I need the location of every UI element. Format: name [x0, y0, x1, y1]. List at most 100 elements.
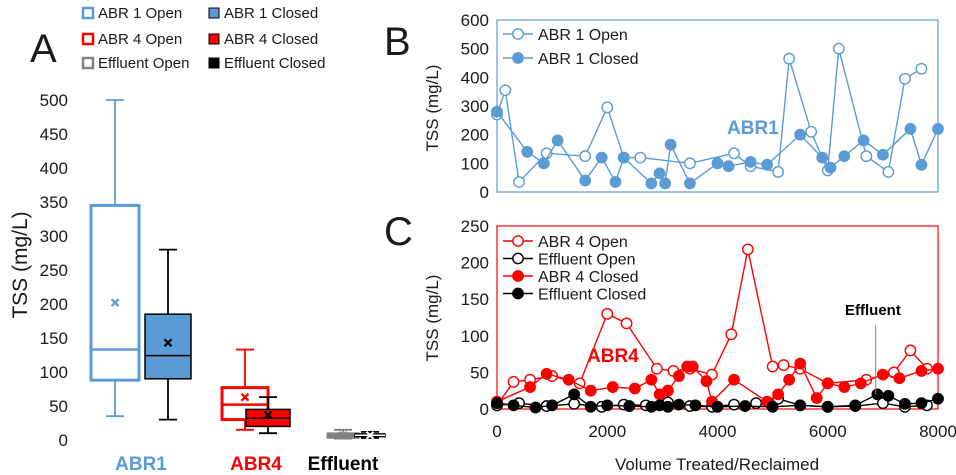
data-point: [579, 150, 592, 163]
data-point: [932, 392, 944, 405]
data-point: [645, 177, 658, 190]
mean-marker: [263, 410, 273, 420]
box-iqr: [144, 313, 192, 380]
data-point: [684, 177, 696, 190]
legend-swatch: [81, 32, 95, 46]
data-point: [816, 151, 829, 164]
mean-marker: [240, 392, 250, 402]
data-point: [783, 373, 796, 386]
data-point: [529, 401, 542, 414]
data-point: [849, 399, 862, 412]
series-line: [496, 111, 939, 186]
data-point: [689, 399, 702, 412]
data-point: [832, 42, 845, 55]
data-point: [568, 388, 581, 401]
y-tick-label: 0: [480, 400, 489, 419]
y-tick-label: 0: [480, 183, 489, 202]
y-tick-label: 600: [461, 11, 489, 30]
data-point: [882, 166, 895, 178]
series-annotation: Effluent: [845, 302, 901, 319]
data-point: [915, 158, 928, 171]
data-point: [838, 150, 851, 163]
data-point: [499, 84, 512, 97]
series-line: [496, 48, 922, 184]
data-point: [609, 176, 622, 188]
y-tick-label: 450: [40, 125, 68, 144]
data-point: [860, 150, 873, 163]
data-point: [540, 367, 553, 380]
y-tick-label: 300: [40, 227, 68, 246]
y-tick-label: 200: [461, 126, 489, 145]
legend-marker: [512, 28, 524, 40]
category-label: ABR4: [230, 454, 282, 475]
data-point: [491, 397, 503, 410]
data-point: [810, 392, 823, 404]
data-point: [772, 166, 785, 178]
panel-a-plot: 0 50 100 150 200 250 300 350 400 450 500 ABR1 ABR4 Ef…: [40, 91, 386, 475]
data-point: [876, 148, 889, 161]
data-point: [728, 373, 740, 386]
data-point: [661, 384, 674, 397]
category-label: Effluent: [308, 454, 379, 475]
data-point: [744, 155, 757, 168]
data-point: [766, 400, 779, 413]
data-point: [777, 359, 790, 371]
data-point: [899, 72, 911, 85]
data-point: [904, 123, 917, 135]
data-point: [664, 138, 677, 151]
panel-a-y-axis-label: TSS (mg/L): [9, 211, 32, 318]
data-point: [623, 400, 636, 412]
panel-a-legend: ABR 1 Open ABR 1 Closed ABR 4 Open ABR 4 Cl…: [81, 5, 325, 72]
data-point: [783, 52, 796, 65]
legend-label: ABR 1 Closed: [538, 51, 639, 68]
x-tick-label: 2000: [588, 422, 626, 441]
data-point: [491, 105, 503, 118]
data-point: [686, 360, 699, 373]
y-tick-label: 100: [461, 154, 489, 173]
data-point: [725, 328, 738, 341]
data-point: [741, 243, 754, 256]
data-point: [722, 160, 735, 173]
mean-marker: [365, 430, 375, 440]
data-point: [838, 381, 851, 393]
data-point: [932, 362, 944, 375]
legend-swatch: [81, 56, 95, 70]
mean-marker: [110, 298, 120, 307]
data-point: [620, 317, 633, 330]
legend-swatch: [208, 7, 220, 19]
data-point: [932, 123, 944, 135]
legend-marker: [512, 52, 524, 64]
data-point: [794, 128, 807, 141]
data-point: [915, 62, 928, 75]
panel-c-plot: 0 50 100 150 200 250 0 2000 4000 6000 8000 ABR 4 Op…: [461, 217, 956, 441]
data-point: [521, 145, 534, 158]
data-point: [634, 151, 647, 164]
panel-c: C TSS (mg/L) Volume Treated/Reclaimed 0 5…: [384, 210, 956, 474]
data-point: [899, 397, 911, 410]
legend-label: ABR 4 Open: [98, 31, 182, 48]
data-point: [893, 372, 906, 385]
y-tick-label: 100: [40, 363, 68, 382]
data-point: [584, 400, 597, 413]
y-tick-label: 150: [461, 290, 489, 309]
data-point: [871, 388, 884, 401]
panel-c-label: C: [384, 210, 413, 254]
legend-label: ABR 4 Open: [538, 234, 628, 251]
mean-marker: [163, 338, 173, 348]
legend-label: Effluent Closed: [224, 55, 325, 72]
y-tick-label: 200: [461, 254, 489, 273]
data-point: [537, 157, 550, 170]
data-point: [507, 376, 520, 388]
y-tick-label: 500: [40, 91, 68, 110]
x-tick-label: 4000: [699, 422, 737, 441]
y-tick-label: 300: [461, 97, 489, 116]
box-iqr: [89, 203, 141, 382]
data-point: [601, 307, 614, 320]
data-point: [766, 360, 779, 373]
data-point: [711, 157, 724, 170]
legend-label: Effluent Closed: [538, 287, 646, 304]
data-point: [579, 174, 592, 187]
y-tick-label: 200: [40, 295, 68, 314]
panel-b: B TSS (mg/L) 0 100 200 300 400 500 600 ABR 1 Op…: [384, 11, 944, 202]
data-point: [524, 381, 536, 393]
